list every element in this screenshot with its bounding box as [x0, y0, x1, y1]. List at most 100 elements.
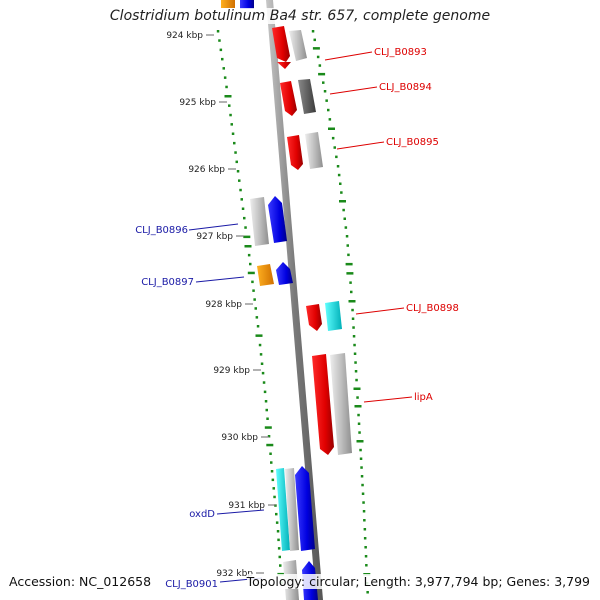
gc-dot — [363, 528, 367, 531]
gc-dot — [251, 280, 254, 284]
gc-dot — [357, 413, 360, 417]
gc-dot — [313, 38, 316, 42]
gc-dot — [240, 198, 243, 201]
gene-leader-line — [336, 141, 385, 150]
gene-label: CLJ_B0901 — [165, 579, 218, 590]
gc-dot — [350, 290, 353, 294]
gc-dot — [263, 390, 267, 394]
gc-dot — [233, 141, 236, 145]
gc-dot — [256, 325, 260, 328]
gc-dot — [354, 405, 362, 408]
gc-dot — [270, 470, 274, 473]
map-title: Clostridium botulinum Ba4 str. 657, comp… — [0, 8, 600, 24]
gc-dot — [276, 530, 280, 533]
gc-dot — [255, 334, 263, 337]
gc-dot — [247, 253, 251, 257]
tick-label: 930 kbp — [221, 433, 258, 443]
tick-label: 927 kbp — [196, 232, 233, 242]
gene-label: CLJ_B0896 — [135, 225, 188, 236]
gc-dot — [278, 555, 281, 559]
gc-dot — [243, 216, 246, 220]
gc-dot — [346, 244, 349, 247]
gc-dot — [259, 353, 263, 356]
gc-dot — [362, 501, 365, 504]
feature-track — [221, 0, 352, 600]
gene-label: lipA — [414, 392, 433, 403]
gene-box — [285, 468, 299, 551]
gc-dot — [358, 431, 361, 434]
gc-dot — [231, 132, 235, 135]
gc-dot — [239, 188, 242, 192]
gc-dot — [221, 57, 224, 61]
cds-forward-arrow — [272, 26, 290, 62]
genome-backbone — [266, 0, 323, 600]
gc-dot — [229, 113, 232, 117]
gc-dot — [354, 370, 358, 373]
gc-dot — [311, 30, 315, 33]
gc-dot — [216, 30, 220, 33]
gc-dot — [230, 123, 233, 126]
tick-label: 932 kbp — [216, 569, 253, 579]
gc-dot — [361, 492, 365, 495]
gc-dot — [351, 308, 354, 312]
gc-dot — [267, 435, 271, 438]
gc-dot — [366, 591, 369, 594]
gc-dot — [279, 564, 282, 567]
gc-dot — [277, 538, 280, 542]
gc-dot — [363, 519, 366, 522]
gene-leader-line — [195, 276, 245, 283]
gc-dot — [260, 362, 264, 365]
cds-reverse-arrow — [276, 262, 293, 285]
accession-text: Accession: NC_012658 — [9, 574, 152, 589]
gc-dot — [362, 510, 366, 513]
gc-dot — [224, 95, 232, 98]
cds-orange-feature — [221, 0, 235, 8]
gc-dot — [258, 343, 262, 347]
gc-dot — [270, 461, 273, 464]
gene-label: CLJ_B0893 — [374, 47, 427, 58]
gene-label: CLJ_B0895 — [386, 137, 439, 148]
gc-dot — [225, 85, 228, 89]
gc-dot — [244, 245, 252, 248]
gc-dot — [347, 253, 350, 257]
gc-dot — [356, 396, 359, 399]
cds-orange-feature — [257, 264, 274, 286]
gc-dot — [222, 67, 225, 70]
gc-dot — [322, 81, 325, 84]
gc-dot — [359, 448, 362, 452]
gc-dot — [316, 55, 320, 59]
gc-dot — [353, 387, 361, 390]
gc-dot — [339, 182, 342, 185]
gc-dot — [364, 546, 367, 549]
gc-dot — [337, 173, 341, 177]
gc-dot — [343, 217, 346, 220]
gc-dot — [261, 371, 265, 375]
gc-dot — [342, 208, 345, 212]
gc-dot — [265, 408, 268, 412]
gc-dot — [361, 483, 364, 487]
cds-forward-arrow — [287, 135, 303, 170]
gc-dot — [327, 108, 330, 112]
gene-box — [330, 353, 352, 455]
gc-dot — [328, 118, 332, 121]
gc-dot — [323, 90, 327, 93]
gc-dot — [331, 136, 335, 140]
gc-dot — [364, 555, 368, 558]
gc-dot — [365, 564, 368, 567]
gc-dot — [234, 151, 237, 154]
gc-dot — [359, 457, 363, 460]
cds-forward-arrow — [277, 62, 291, 69]
gene-leader-line — [363, 396, 413, 403]
gc-dot — [241, 207, 245, 210]
gc-dot — [344, 226, 348, 229]
cds-forward-arrow — [306, 304, 322, 331]
tick-label: 929 kbp — [213, 366, 250, 376]
gc-dot — [218, 39, 221, 42]
gc-dot — [353, 343, 356, 347]
gc-dot — [255, 316, 259, 319]
gc-dot — [339, 200, 346, 203]
gc-dot — [356, 440, 364, 443]
gc-dot — [360, 466, 363, 469]
gene-leader-line — [216, 509, 265, 515]
